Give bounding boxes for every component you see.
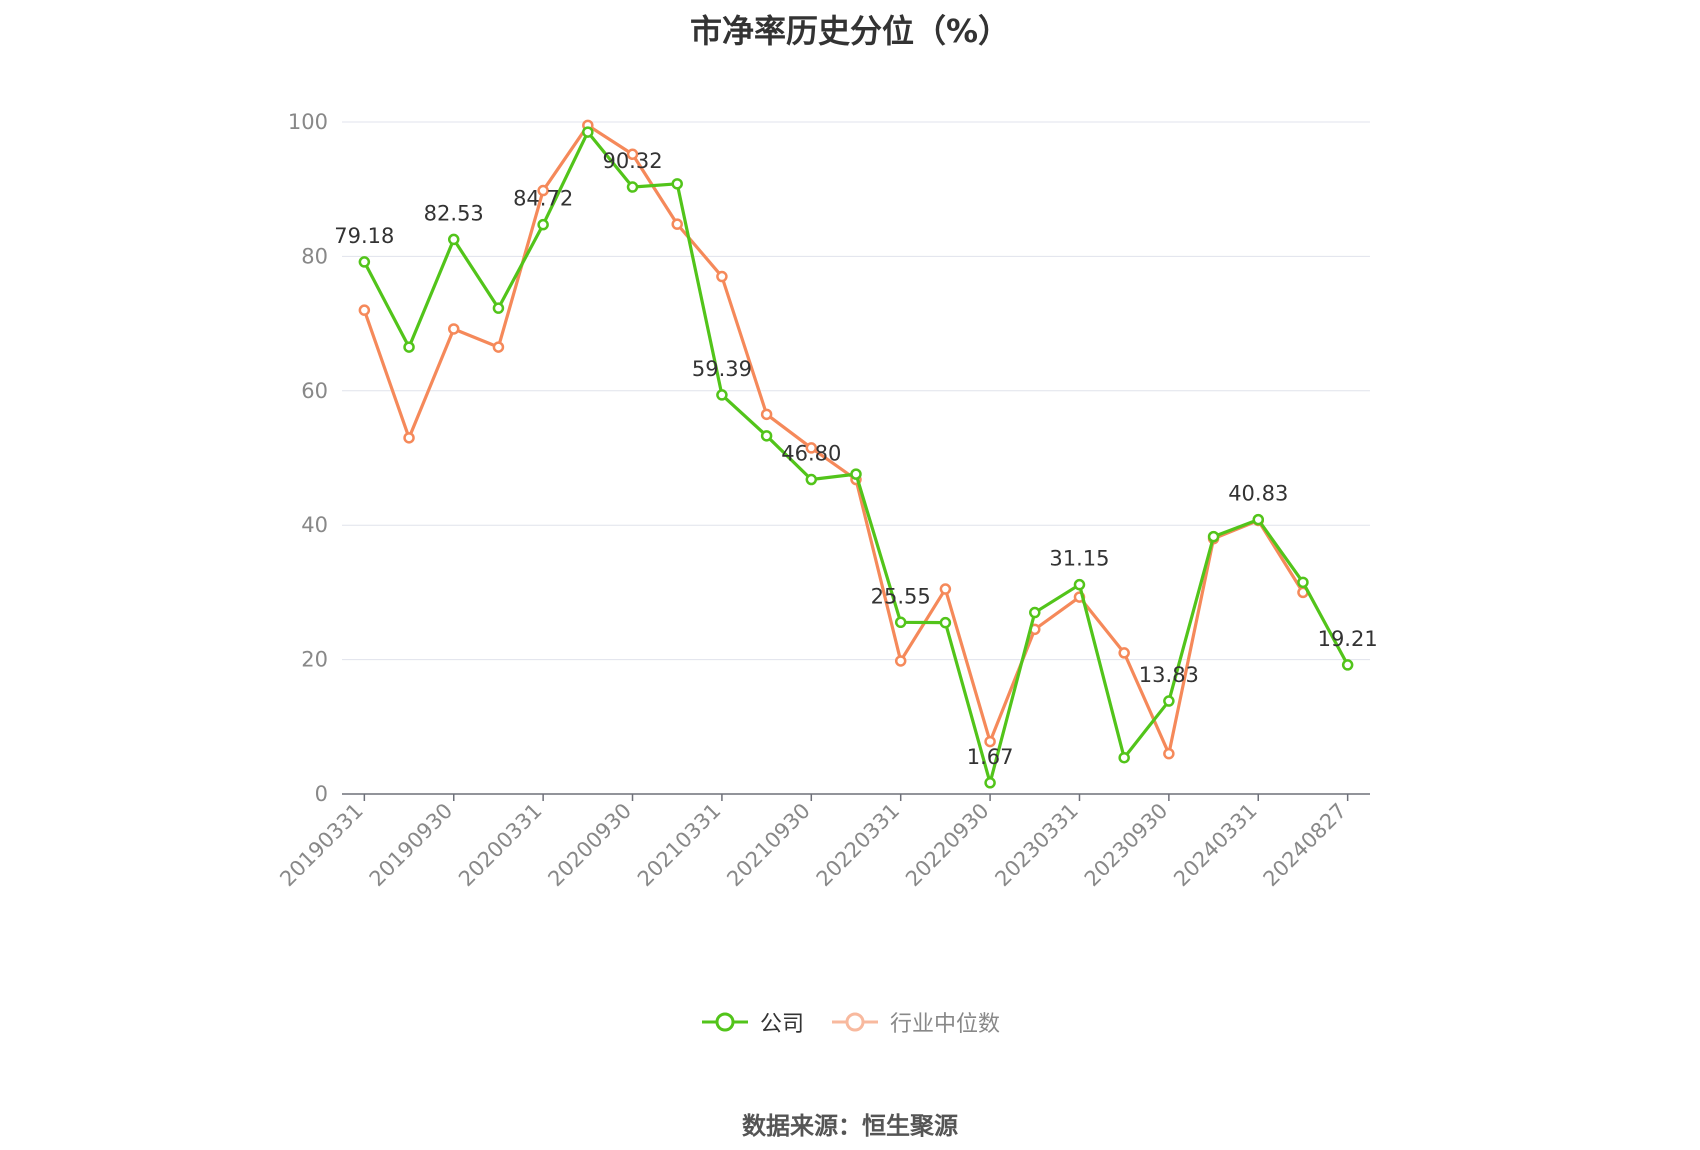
data-point-1 xyxy=(716,270,728,283)
legend-marker-industry-median-icon xyxy=(832,1012,878,1032)
legend-marker-company-icon xyxy=(701,1012,748,1032)
x-tick-label: 20200930 xyxy=(544,799,637,892)
data-point-1 xyxy=(1118,647,1130,659)
data-label: 25.55 xyxy=(871,584,931,608)
data-point-1 xyxy=(358,304,371,316)
data-point-0 xyxy=(537,218,549,231)
series-line-0 xyxy=(362,130,1350,785)
data-label: 90.32 xyxy=(602,149,662,173)
legend-item-industry-median[interactable]: 行业中位数 xyxy=(830,1006,1000,1038)
data-point-0 xyxy=(984,777,996,789)
data-source: 数据来源：恒生聚源 xyxy=(742,1112,958,1140)
data-point-1 xyxy=(447,323,460,335)
data-label: 40.83 xyxy=(1228,482,1288,506)
data-point-1 xyxy=(537,184,549,197)
data-point-0 xyxy=(1073,578,1086,591)
x-tick-label: 20240331 xyxy=(1169,799,1262,892)
data-point-0 xyxy=(447,233,460,246)
data-point-1 xyxy=(1163,747,1175,760)
x-tick-label: 20230331 xyxy=(990,799,1083,892)
data-point-0 xyxy=(1207,530,1220,543)
data-point-0 xyxy=(716,389,728,401)
data-point-1 xyxy=(939,583,952,595)
x-tick-label: 20210331 xyxy=(633,799,726,892)
chart-title: 市净率历史分位（%） xyxy=(689,12,1011,50)
data-point-1 xyxy=(626,148,639,161)
y-tick-label: 60 xyxy=(301,379,328,403)
data-label: 13.83 xyxy=(1139,663,1199,687)
x-tick-label: 20190331 xyxy=(275,799,368,892)
y-tick-label: 100 xyxy=(288,110,328,134)
data-point-0 xyxy=(939,616,952,629)
data-point-0 xyxy=(582,126,594,138)
data-point-1 xyxy=(760,408,773,421)
x-tick-label: 20210930 xyxy=(722,799,815,892)
data-point-1 xyxy=(984,735,996,748)
data-point-1 xyxy=(671,218,683,230)
data-point-0 xyxy=(492,302,505,314)
data-label: 1.67 xyxy=(967,745,1014,769)
line-chart: 0 20 40 60 80 100 2019033120190930202003312020… xyxy=(275,110,1378,892)
data-point-0 xyxy=(850,468,862,480)
data-point-0 xyxy=(671,178,683,190)
data-point-1 xyxy=(805,442,818,454)
data-point-0 xyxy=(1297,576,1309,589)
data-label: 79.18 xyxy=(334,224,394,248)
legend-label-industry-median: 行业中位数 xyxy=(890,1012,1001,1037)
data-point-0 xyxy=(760,430,773,442)
data-point-1 xyxy=(403,432,415,444)
data-point-0 xyxy=(1341,659,1354,671)
data-point-1 xyxy=(894,655,907,667)
data-label: 31.15 xyxy=(1049,547,1109,571)
data-point-1 xyxy=(492,341,505,353)
legend: 公司 行业中位数 xyxy=(0,1006,1700,1038)
data-label: 19.21 xyxy=(1318,627,1378,651)
x-tick-label: 20240827 xyxy=(1259,799,1352,892)
data-point-0 xyxy=(1252,513,1265,526)
data-point-0 xyxy=(894,616,907,629)
data-point-0 xyxy=(805,473,818,486)
legend-item-company[interactable]: 公司 xyxy=(700,1006,804,1038)
y-tick-label: 40 xyxy=(301,513,328,537)
data-label: 84.72 xyxy=(513,187,573,211)
data-point-0 xyxy=(358,256,371,268)
x-tick-label: 20220331 xyxy=(812,799,905,892)
y-tick-label: 80 xyxy=(301,244,328,268)
data-point-0 xyxy=(1163,695,1175,707)
y-tick-label: 0 xyxy=(315,782,328,806)
data-label: 46.80 xyxy=(781,442,841,466)
data-point-0 xyxy=(1118,751,1130,764)
data-point-0 xyxy=(626,181,639,193)
x-tick-label: 20230930 xyxy=(1080,799,1173,892)
x-tick-label: 20200331 xyxy=(454,799,547,892)
legend-label-company: 公司 xyxy=(759,1012,804,1037)
data-label: 82.53 xyxy=(424,201,484,225)
data-label: 59.39 xyxy=(692,357,752,381)
x-tick-label: 20220930 xyxy=(901,799,994,892)
data-point-0 xyxy=(403,341,415,353)
x-tick-label: 20190930 xyxy=(365,799,458,892)
data-point-0 xyxy=(1029,606,1041,619)
y-tick-label: 20 xyxy=(301,648,328,672)
